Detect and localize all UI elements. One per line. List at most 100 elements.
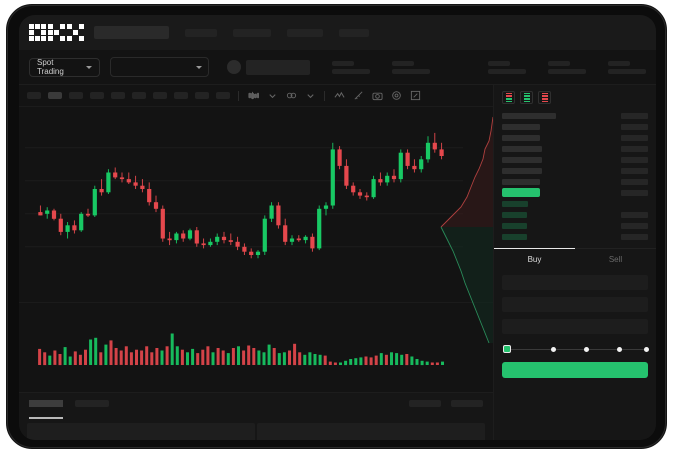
timeframe-button-9[interactable] bbox=[195, 92, 209, 99]
slider-node-2[interactable] bbox=[550, 346, 556, 352]
stat-value bbox=[488, 68, 526, 74]
trading-pair-select[interactable] bbox=[109, 57, 209, 77]
orders-panel-right[interactable] bbox=[257, 423, 485, 440]
timeframe-button-1[interactable] bbox=[27, 92, 41, 99]
slider-track bbox=[503, 349, 647, 350]
orders-panel-left[interactable] bbox=[27, 423, 255, 440]
bid-price bbox=[502, 222, 527, 229]
okx-logo[interactable] bbox=[29, 24, 84, 41]
bid-size bbox=[621, 211, 648, 218]
drawing-tool-icon[interactable] bbox=[352, 90, 364, 102]
bid-price bbox=[502, 200, 528, 207]
spot-trading-dropdown[interactable]: Spot Trading bbox=[29, 57, 100, 77]
orderbook-ask-row[interactable] bbox=[502, 176, 648, 187]
stat-label bbox=[548, 60, 570, 66]
bid-size bbox=[621, 222, 648, 229]
orderbook-ask-row[interactable] bbox=[502, 132, 648, 143]
tab-sell[interactable]: Sell bbox=[608, 255, 623, 264]
last-price-value bbox=[245, 59, 310, 75]
orderbook-bid-row[interactable] bbox=[502, 198, 648, 209]
price-field[interactable] bbox=[502, 297, 648, 312]
tab-buy[interactable]: Buy bbox=[494, 248, 575, 269]
fullscreen-icon[interactable] bbox=[409, 90, 421, 102]
slider-node-4[interactable] bbox=[616, 346, 622, 352]
slider-handle[interactable] bbox=[503, 345, 511, 353]
orderbook-ask-row[interactable] bbox=[502, 154, 648, 165]
indicator-icon[interactable] bbox=[285, 90, 297, 102]
candlestick-chart[interactable] bbox=[19, 107, 493, 302]
orderbook-ask-row[interactable] bbox=[502, 121, 648, 132]
search-input[interactable] bbox=[94, 26, 169, 39]
order-type-field[interactable] bbox=[502, 275, 648, 290]
candlestick-icon[interactable] bbox=[247, 90, 259, 102]
orderbook-ask-row[interactable] bbox=[502, 110, 648, 121]
market-stat-1 bbox=[332, 60, 370, 74]
app-screen: Spot Trading bbox=[19, 15, 656, 440]
timeframe-button-5[interactable] bbox=[111, 92, 125, 99]
orderbook-bid-row[interactable] bbox=[502, 220, 648, 231]
amount-field[interactable] bbox=[502, 319, 648, 334]
market-stat-2 bbox=[392, 60, 430, 74]
orderbook-ask-row[interactable] bbox=[502, 165, 648, 176]
ask-price bbox=[502, 123, 540, 130]
stat-label bbox=[608, 60, 630, 66]
settings-gear-icon[interactable] bbox=[390, 90, 402, 102]
market-subheader: Spot Trading bbox=[19, 50, 656, 85]
tab-order-history[interactable] bbox=[75, 400, 109, 407]
chevron-down-icon bbox=[85, 65, 92, 69]
orders-action-2[interactable] bbox=[451, 400, 483, 407]
bid-size bbox=[621, 233, 648, 240]
nav-item-3[interactable] bbox=[287, 28, 323, 37]
nav-item-1[interactable] bbox=[185, 28, 217, 37]
stat-value bbox=[548, 68, 586, 74]
buy-sell-tabs: Buy Sell bbox=[494, 248, 656, 269]
amount-percent-slider[interactable] bbox=[503, 345, 650, 354]
orderbook-bids-icon[interactable] bbox=[520, 91, 533, 104]
stat-value bbox=[392, 68, 430, 74]
orderbook-spread-row[interactable] bbox=[502, 187, 648, 198]
orderbook-bid-row[interactable] bbox=[502, 209, 648, 220]
chevron-down-icon[interactable] bbox=[266, 90, 278, 102]
orders-action-1[interactable] bbox=[409, 400, 441, 407]
timeframe-button-10[interactable] bbox=[216, 92, 230, 99]
submit-buy-button[interactable] bbox=[502, 362, 648, 378]
nav-item-4[interactable] bbox=[339, 28, 369, 37]
timeframe-button-3[interactable] bbox=[69, 92, 83, 99]
orderbook-rows[interactable] bbox=[494, 108, 656, 242]
order-form bbox=[494, 269, 656, 334]
ask-price bbox=[502, 167, 542, 174]
slider-node-5[interactable] bbox=[644, 346, 650, 352]
chevron-down-icon[interactable] bbox=[304, 90, 316, 102]
ask-size bbox=[621, 156, 648, 163]
orderbook-both-icon[interactable] bbox=[502, 91, 515, 104]
orderbook-ask-row[interactable] bbox=[502, 143, 648, 154]
toolbar-divider bbox=[238, 90, 239, 101]
ask-price bbox=[502, 145, 542, 152]
orderbook-asks-icon[interactable] bbox=[538, 91, 551, 104]
orderbook-mode-toggles bbox=[494, 85, 656, 108]
timeframe-button-8[interactable] bbox=[174, 92, 188, 99]
ask-price bbox=[502, 178, 540, 185]
orderbook-bid-row[interactable] bbox=[502, 231, 648, 242]
tablet-device-frame: Spot Trading bbox=[6, 4, 667, 449]
ask-size bbox=[621, 167, 648, 174]
stat-label bbox=[488, 60, 510, 66]
timeframe-button-4[interactable] bbox=[90, 92, 104, 99]
market-stat-3 bbox=[488, 60, 526, 74]
line-chart-icon[interactable] bbox=[333, 90, 345, 102]
ask-size bbox=[621, 134, 648, 141]
timeframe-button-6[interactable] bbox=[132, 92, 146, 99]
ask-size bbox=[621, 178, 648, 185]
timeframe-button-7[interactable] bbox=[153, 92, 167, 99]
active-tab-underline bbox=[29, 417, 63, 419]
slider-node-3[interactable] bbox=[583, 346, 589, 352]
market-stat-4 bbox=[548, 60, 586, 74]
timeframe-button-2[interactable] bbox=[48, 92, 62, 99]
app-header bbox=[19, 15, 656, 50]
tab-open-orders[interactable] bbox=[29, 400, 63, 407]
nav-item-2[interactable] bbox=[233, 28, 271, 37]
volume-chart[interactable] bbox=[19, 302, 493, 392]
ask-price bbox=[502, 112, 556, 119]
camera-icon[interactable] bbox=[371, 90, 383, 102]
chevron-down-icon bbox=[195, 65, 202, 69]
